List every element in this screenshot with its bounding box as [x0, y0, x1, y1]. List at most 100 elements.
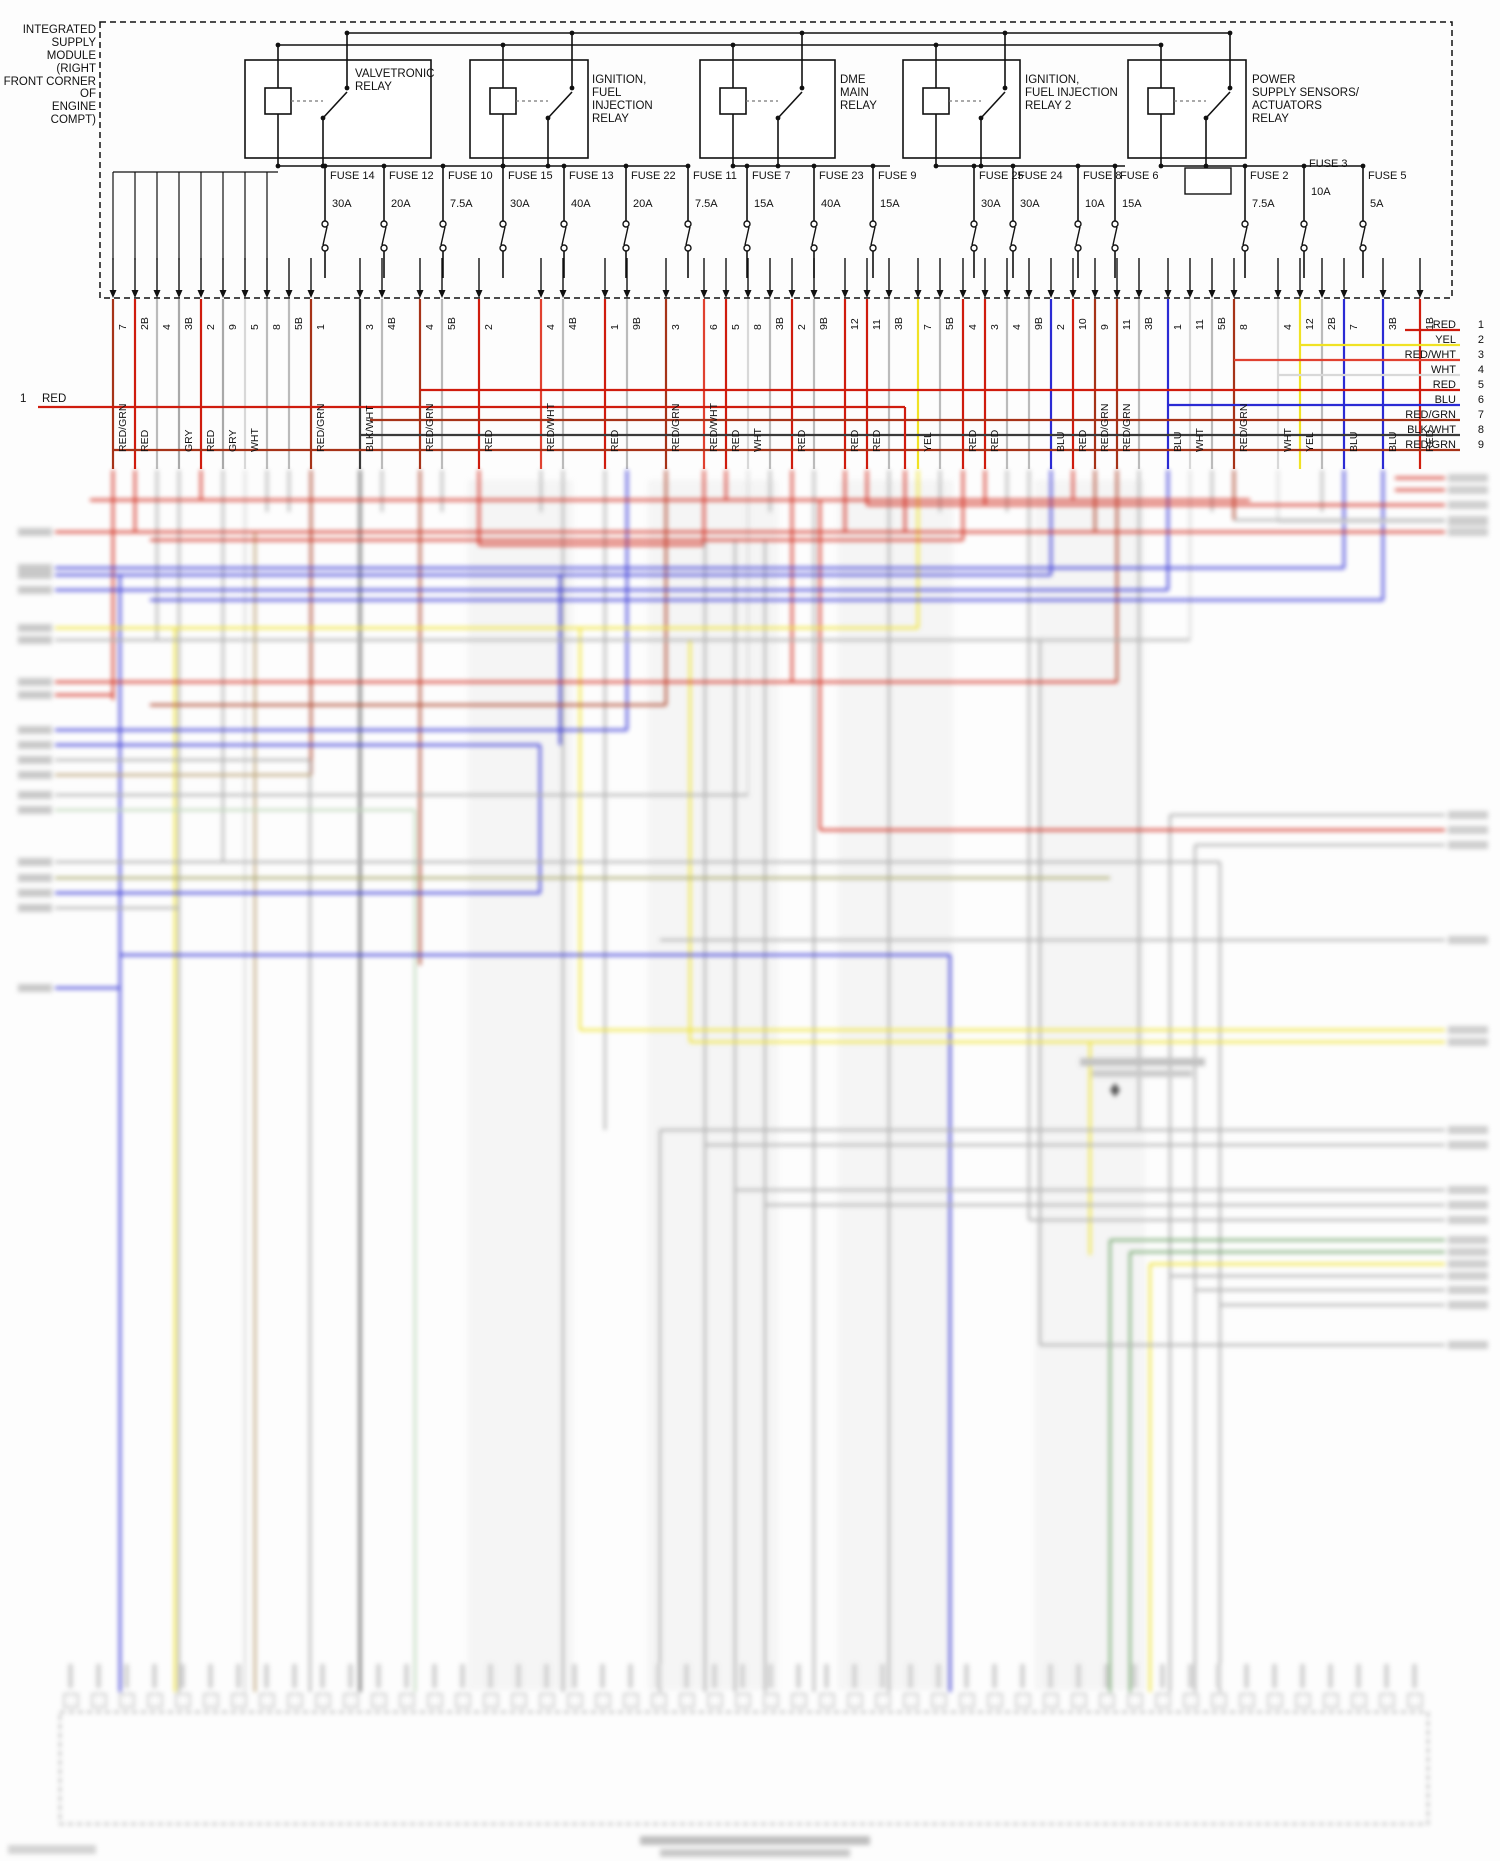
fuse-name: FUSE 11	[693, 170, 737, 182]
connector-pin: 5B	[934, 298, 956, 488]
right-harness-wire: BLU 6	[1280, 394, 1500, 407]
pin-number: 9B	[818, 317, 830, 330]
connector-pin: 1 RED/GRN	[305, 298, 327, 488]
pin-number: 4	[967, 324, 979, 330]
pin-wire-color: GRY	[227, 429, 239, 452]
wire-number: 1	[1477, 319, 1484, 331]
right-harness-wire: YEL 2	[1280, 334, 1500, 347]
connector-pin: 8 RED/GRN	[1228, 298, 1250, 488]
connector-pin: 3B	[764, 298, 786, 488]
pin-number: 8	[1238, 324, 1250, 330]
pin-number: 4B	[567, 317, 579, 330]
wire-color-label: RED/WHT	[1404, 349, 1456, 361]
pin-number: 11	[1121, 319, 1133, 330]
pin-number: 6	[708, 324, 720, 330]
relay-label-dme-main: DME MAIN RELAY	[840, 74, 877, 112]
pin-wire-color: RED/GRN	[1121, 403, 1133, 452]
right-harness-wire: WHT 4	[1280, 364, 1500, 377]
pin-number: 2	[1055, 324, 1067, 330]
pin-number: 8	[271, 324, 283, 330]
fuse-symbol-label: FUSE 2 7.5A	[1245, 170, 1317, 230]
pin-wire-color: RED	[1077, 429, 1089, 452]
connector-pin: 7 YEL	[912, 298, 934, 488]
fuse-name: FUSE 9	[878, 170, 917, 182]
fuse-symbol-label: FUSE 9 15A	[873, 170, 945, 230]
connector-pin: 5B	[283, 298, 305, 488]
left-wire-number: 1	[20, 393, 27, 405]
fuse-symbol-label: FUSE 8 10A	[1078, 170, 1150, 230]
pin-number: 10	[1077, 318, 1089, 330]
pin-number: 5B	[446, 317, 458, 330]
pin-wire-color: BLK/WHT	[364, 405, 376, 452]
fuse-rating: 30A	[332, 198, 352, 210]
fuse-symbol-label: FUSE 25 30A	[974, 170, 1046, 230]
connector-pin: 11 WHT	[1184, 298, 1206, 488]
wire-number: 6	[1477, 394, 1484, 406]
pin-wire-color: RED/WHT	[545, 403, 557, 452]
pin-number: 2	[796, 324, 808, 330]
pin-number: 4	[161, 324, 173, 330]
pin-number: 2	[483, 324, 495, 330]
fuse-name: FUSE 6	[1120, 170, 1159, 182]
fuse-rating: 5A	[1370, 198, 1384, 210]
fuse-symbol-label: FUSE 6 15A	[1115, 170, 1187, 230]
fuse-symbol-label: FUSE 23 40A	[814, 170, 886, 230]
wire-color-label: BLK/WHT	[1407, 424, 1456, 436]
pin-wire-color: BLU	[1055, 431, 1067, 452]
pin-number: 4	[424, 324, 436, 330]
fuse-symbol-label: FUSE 10 7.5A	[443, 170, 515, 230]
pin-wire-color: RED	[205, 429, 217, 452]
wire-number: 5	[1477, 379, 1484, 391]
schematic-canvas	[38, 21, 1460, 469]
connector-pin: 1 RED	[599, 298, 621, 488]
connector-pin: 10 RED	[1067, 298, 1089, 488]
pin-number: 11	[871, 319, 883, 330]
pin-wire-color: WHT	[752, 428, 764, 452]
pin-wire-color: RED/GRN	[670, 403, 682, 452]
pin-wire-color: RED	[967, 429, 979, 452]
fuse-symbol-label: FUSE 3 10A	[1304, 158, 1376, 218]
connector-pin: 3 RED/GRN	[660, 298, 682, 488]
fuse-symbol-label: FUSE 22 20A	[626, 170, 698, 230]
pin-wire-color: BLU	[1172, 431, 1184, 452]
fuse-name: FUSE 14	[330, 170, 375, 182]
connector-pin: 5 RED	[720, 298, 742, 488]
fuse-name: FUSE 24	[1018, 170, 1063, 182]
wire-color-label: RED/GRN	[1405, 409, 1456, 421]
fuse-symbol-label: FUSE 24 30A	[1013, 170, 1085, 230]
pin-wire-color: RED	[849, 429, 861, 452]
fuse-symbol-label: FUSE 14 30A	[325, 170, 397, 230]
connector-pin: 5 WHT	[239, 298, 261, 488]
pin-wire-color: RED	[730, 429, 742, 452]
harness-routing-canvas	[8, 470, 1488, 1857]
connector-pin: 9B	[808, 298, 830, 488]
relay-label-valvetronic: VALVETRONIC RELAY	[355, 68, 435, 93]
pin-wire-color: WHT	[1194, 428, 1206, 452]
connector-pin: 6 RED/WHT	[698, 298, 720, 488]
pin-number: 9	[1099, 324, 1111, 330]
pin-number: 5	[249, 324, 261, 330]
pin-wire-color: RED	[483, 429, 495, 452]
connector-pin: 4B	[557, 298, 579, 488]
fuse-name: FUSE 12	[389, 170, 434, 182]
pin-number: 5B	[293, 317, 305, 330]
pin-number: 4B	[386, 317, 398, 330]
connector-pin: 4 RED/WHT	[535, 298, 557, 488]
right-harness-wire: RED 5	[1280, 379, 1500, 392]
fuse-symbol-label: FUSE 12 20A	[384, 170, 456, 230]
connector-pin: 3B	[1133, 298, 1155, 488]
fuse-rating: 15A	[754, 198, 774, 210]
connector-pin: 4	[1001, 298, 1023, 488]
fuse-name: FUSE 8	[1083, 170, 1122, 182]
connector-pin: 9B	[621, 298, 643, 488]
pin-wire-color: RED	[796, 429, 808, 452]
wire-number: 8	[1477, 424, 1484, 436]
fuse-rating: 30A	[1020, 198, 1040, 210]
pin-number: 5	[730, 324, 742, 330]
fuse-name: FUSE 7	[752, 170, 791, 182]
fuse-name: FUSE 3	[1309, 158, 1348, 170]
connector-pin: 8	[261, 298, 283, 488]
connector-pin: 9B	[1023, 298, 1045, 488]
pin-wire-color: RED/GRN	[1238, 403, 1250, 452]
